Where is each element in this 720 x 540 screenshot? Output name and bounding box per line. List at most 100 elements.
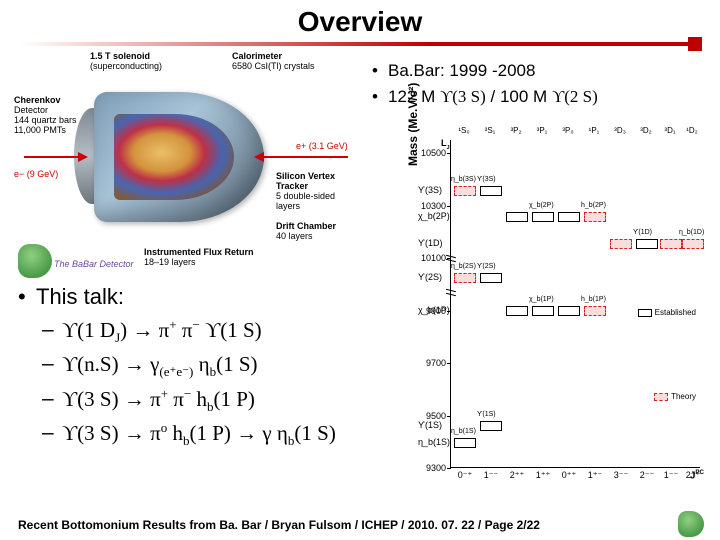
level-row: ϒ(1S)ϒ(1S) <box>451 421 700 435</box>
beam-arrow-left <box>78 152 88 162</box>
state-label: η_b(3S) <box>451 176 476 183</box>
footer-logo-icon <box>678 511 704 537</box>
accent-line <box>20 42 700 46</box>
chart-y-label: Mass (Me.V/c²) <box>406 83 420 166</box>
level-row: ϒ(2S)η_b(2S)ϒ(2S) <box>451 273 700 287</box>
state-box <box>558 306 580 316</box>
level-row: ϒ(1D)ϒ(1D)η_b(1D) <box>451 239 700 253</box>
y-tick-label: 9300 <box>426 463 446 473</box>
main-area: 1.5 T solenoid (superconducting) Calorim… <box>0 52 720 482</box>
label-calorimeter-sub: 6580 CsI(Tl) crystals <box>232 62 315 72</box>
this-talk-heading: This talk: <box>18 284 418 310</box>
footer-text: Recent Bottomonium Results from Ba. Bar … <box>18 518 540 532</box>
column-jpc-label: 2⁻⁺ <box>686 470 701 481</box>
column-jpc-label: 0⁻⁺ <box>458 470 473 481</box>
this-talk-item: ϒ(3 S) → πo hb(1 P) → γ ηb(1 S) <box>18 417 418 451</box>
row-group-label: ϒ(1S) <box>418 420 442 430</box>
summary-line-1: Ba.Bar: 1999 -2008 <box>370 58 700 84</box>
label-cherenkov-l4: 11,000 PMTs <box>14 126 66 136</box>
level-row: ϒ(3S)η_b(3S)ϒ(3S) <box>451 186 700 200</box>
y-tick-label: 10300 <box>421 201 446 211</box>
column-jpc-label: 2⁻⁻ <box>640 470 655 481</box>
state-box <box>506 306 528 316</box>
column-jpc-label: 1⁻⁻ <box>484 470 499 481</box>
label-dch-l2: 40 layers <box>276 232 313 242</box>
label-e-minus: e− (9 GeV) <box>14 170 58 180</box>
y-tick <box>447 468 451 469</box>
slide-title: Overview <box>298 6 423 37</box>
this-talk-item: ϒ(1 DJ) → π+ π− ϒ(1 S) <box>18 314 418 348</box>
column-lj-label: ³D₃ <box>614 126 626 135</box>
row-group-label: χ_b(2P) <box>418 211 450 221</box>
level-row: χ_b(1P)χ_b(1P)h_b(1P) <box>451 306 700 320</box>
state-box <box>480 273 502 283</box>
state-box <box>558 212 580 222</box>
state-label: h_b(1P) <box>581 296 606 303</box>
state-box <box>454 186 476 196</box>
row-group-label: η_b(1S) <box>418 437 450 447</box>
state-label: ϒ(2S) <box>477 263 496 270</box>
y-tick <box>447 363 451 364</box>
y-tick <box>447 153 451 154</box>
column-lj-label: ³P₁ <box>537 126 548 135</box>
state-label: η_b(1D) <box>679 229 704 236</box>
state-box <box>584 306 606 316</box>
beam-arrow-right <box>254 152 264 162</box>
state-label: h_b(2P) <box>581 202 606 209</box>
state-box <box>480 421 502 431</box>
column-jpc-label: 1⁻⁻ <box>664 470 679 481</box>
state-box <box>454 273 476 283</box>
summary-prefix-1: Ba.Bar: <box>388 61 449 80</box>
level-row: η_b(1S)η_b(1S) <box>451 438 700 452</box>
state-box <box>532 212 554 222</box>
column-lj-label: ³S₁ <box>485 126 496 135</box>
row-group-label: ϒ(1D) <box>418 238 442 248</box>
y-tick-label: 10100 <box>421 253 446 263</box>
column-lj-label: ¹D₂ <box>686 126 698 135</box>
column-lj-label: ¹P₁ <box>589 126 600 135</box>
detector-cutaway <box>114 114 234 200</box>
state-box <box>454 438 476 448</box>
accent-square <box>688 37 702 51</box>
state-box <box>532 306 554 316</box>
column-lj-label: ³P₂ <box>510 126 521 135</box>
state-box <box>660 239 682 249</box>
state-label: ϒ(1D) <box>633 229 652 236</box>
state-label: ϒ(1S) <box>477 411 496 418</box>
summary-2-mid: / 100 M <box>486 87 552 106</box>
state-box <box>480 186 502 196</box>
label-svt-l4: layers <box>276 202 300 212</box>
babar-logo-icon <box>18 244 52 278</box>
y-tick-label: 9500 <box>426 411 446 421</box>
beam-line-left <box>24 156 86 158</box>
state-label: ϒ(3S) <box>477 176 496 183</box>
column-jpc-label: 2⁺⁺ <box>510 470 525 481</box>
this-talk-item: ϒ(n.S) → γ(e⁺e⁻) ηb(1 S) <box>18 348 418 382</box>
label-e-plus: e+ (3.1 GeV) <box>296 142 348 152</box>
state-box <box>584 212 606 222</box>
column-lj-label: ¹S₀ <box>458 126 469 135</box>
row-group-label: χ_b(1P) <box>418 305 450 315</box>
y-tick-label: 10500 <box>421 148 446 158</box>
state-label: η_b(1S) <box>451 428 476 435</box>
title-bar: Overview <box>0 0 720 40</box>
legend-theory: Theory <box>654 392 696 401</box>
column-jpc-label: 1⁺⁻ <box>588 470 603 481</box>
axis-break-icon <box>446 290 456 300</box>
detector-schematic: 1.5 T solenoid (superconducting) Calorim… <box>14 52 354 272</box>
slide-footer: Recent Bottomonium Results from Ba. Bar … <box>0 518 720 532</box>
state-label: χ_b(2P) <box>529 202 554 209</box>
state-box <box>610 239 632 249</box>
state-box <box>636 239 658 249</box>
summary-2-state1: ϒ(3 S) <box>440 87 486 106</box>
y-tick <box>447 416 451 417</box>
state-box <box>682 239 704 249</box>
level-row: χ_b(2P)χ_b(2P)h_b(2P) <box>451 212 700 226</box>
y-tick <box>447 206 451 207</box>
y-tick-label: 9700 <box>426 358 446 368</box>
beam-line-right <box>260 156 348 158</box>
label-solenoid-sub: (superconducting) <box>90 62 162 72</box>
column-jpc-label: 3⁻⁻ <box>614 470 629 481</box>
state-label: χ_b(1P) <box>529 296 554 303</box>
summary-years: 1999 -2008 <box>449 61 535 80</box>
